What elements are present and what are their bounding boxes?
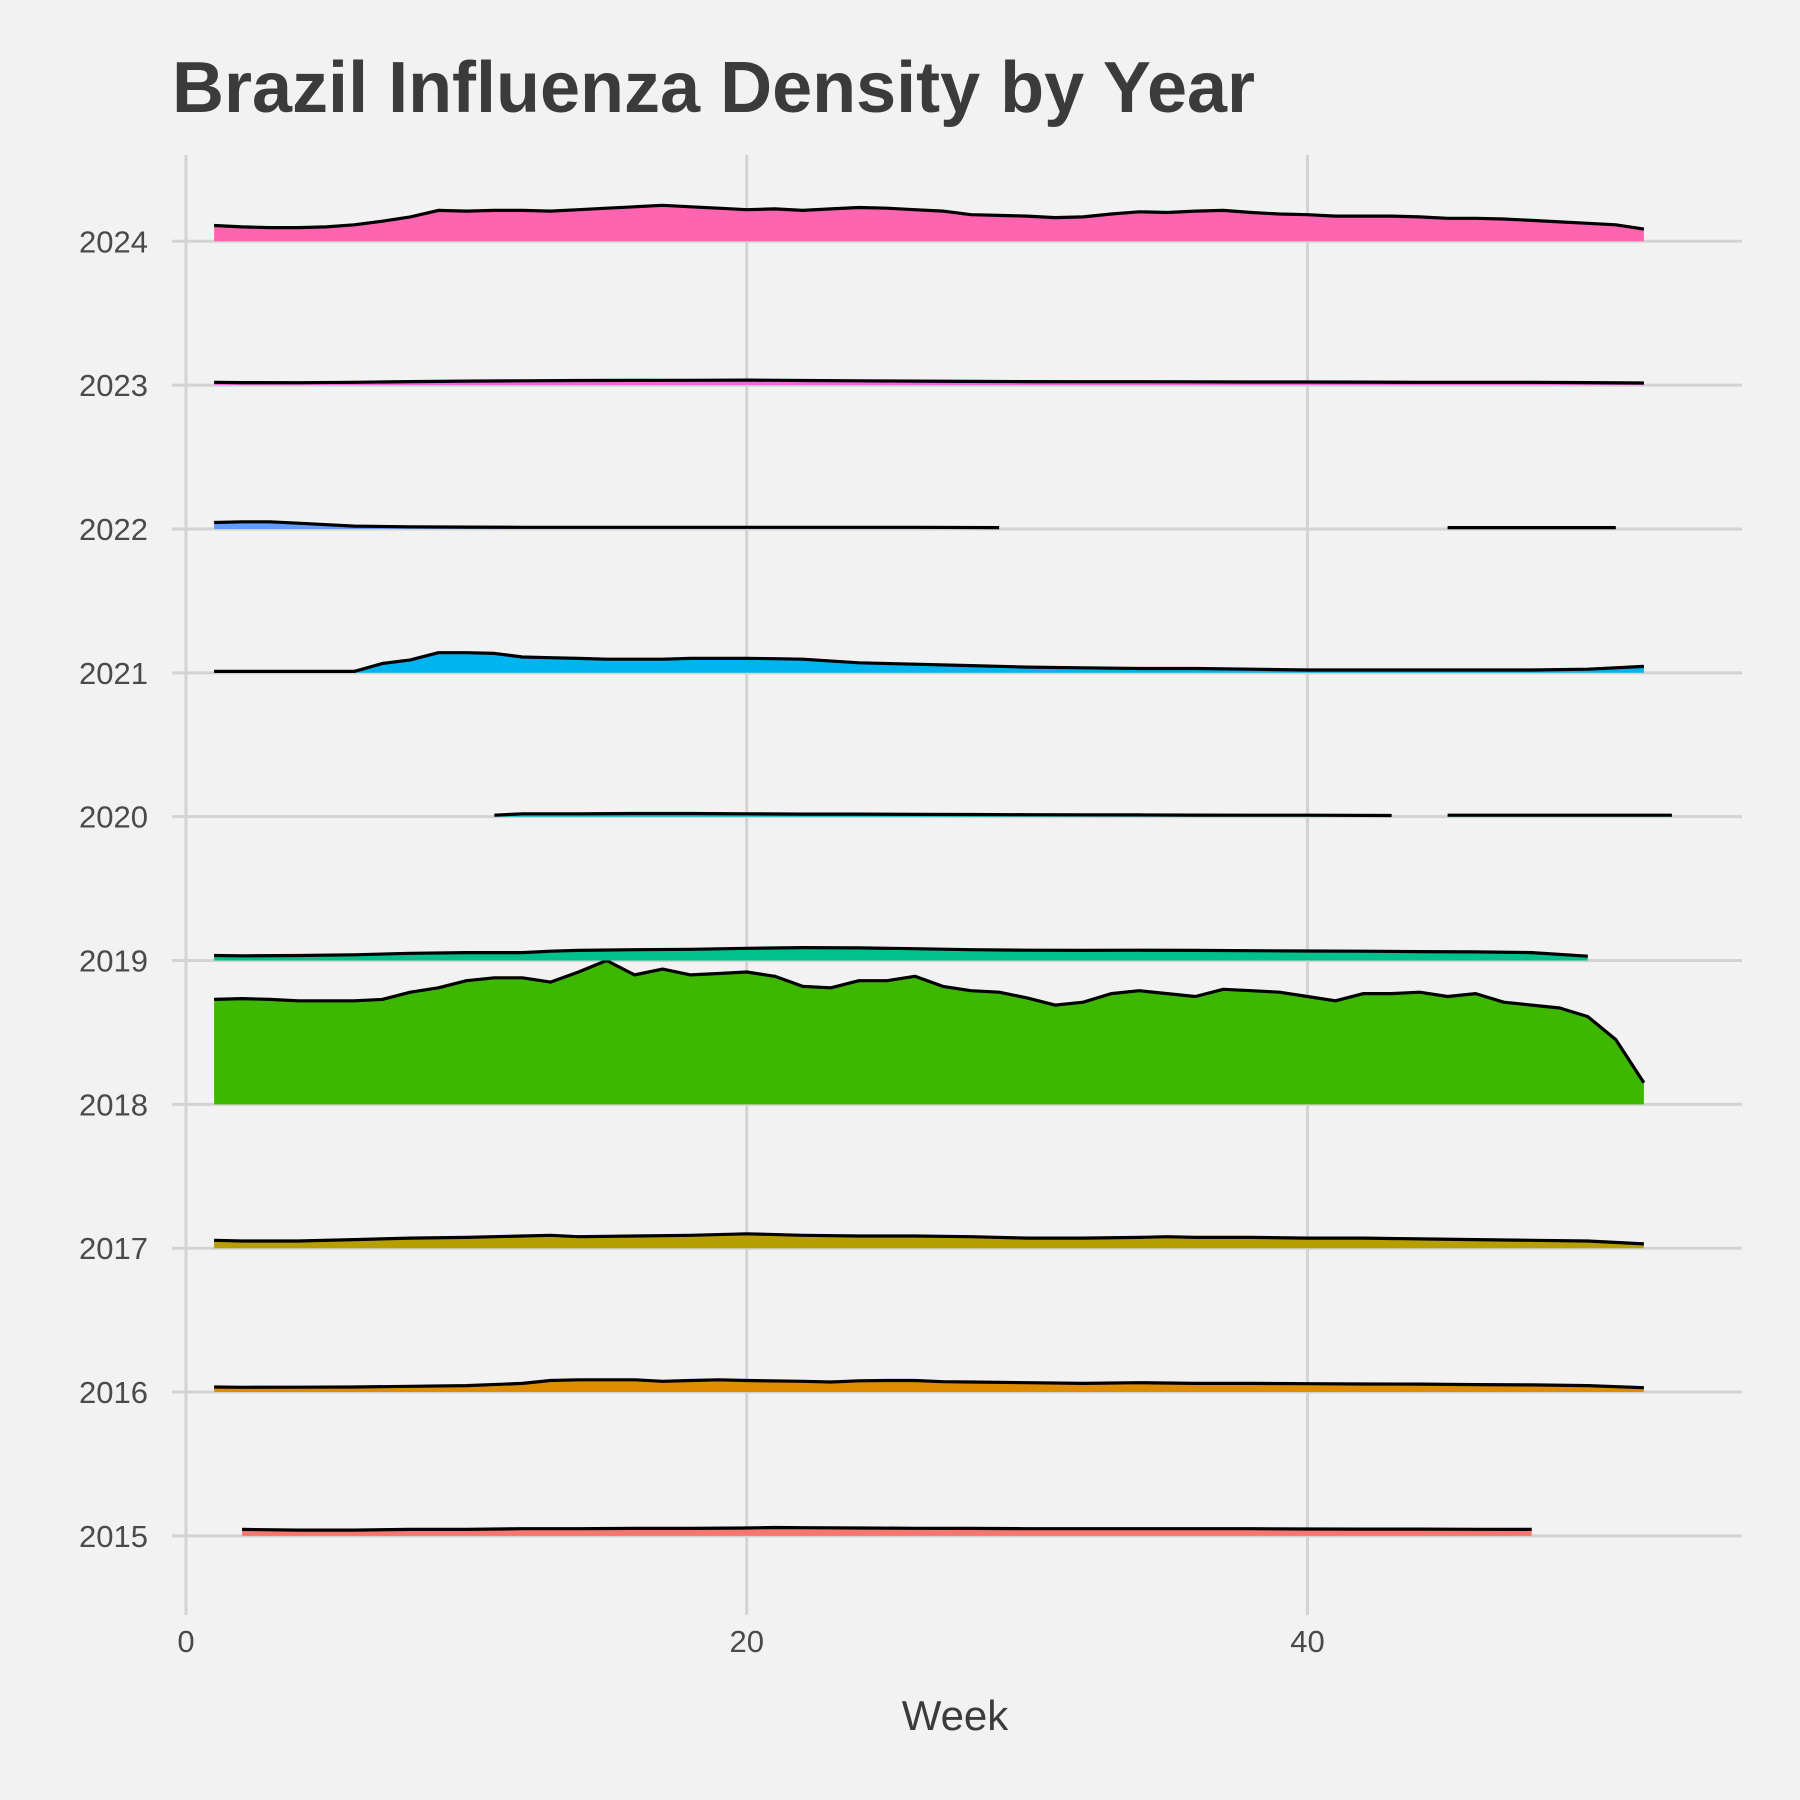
ridge-outline [214, 946, 1588, 958]
ridge-outline [214, 651, 1644, 673]
ridge-2018 [214, 958, 1646, 1105]
x-axis-ticks: 0 20 40 [177, 1624, 1324, 1659]
ridge-2020 [494, 811, 1672, 818]
ridge-outline [214, 1232, 1644, 1246]
ridge-2022 [214, 520, 1616, 530]
ridge-2016 [214, 1378, 1644, 1392]
ridge-area [214, 1379, 1644, 1392]
y-tick-label: 2020 [79, 800, 148, 835]
ridge-outline [214, 958, 1646, 1084]
y-tick-label: 2016 [79, 1375, 148, 1410]
y-tick-label: 2023 [79, 368, 148, 403]
ridge-area [214, 652, 1644, 673]
ridge-2017 [214, 1232, 1644, 1249]
ridge-outline [214, 1378, 1644, 1390]
ridge-outline [242, 1525, 1532, 1532]
x-axis-label: Week [902, 1692, 1010, 1739]
ridge-2015 [242, 1525, 1532, 1536]
x-tick-label: 0 [177, 1624, 194, 1659]
ridge-outline [214, 378, 1644, 385]
y-tick-label: 2021 [79, 656, 148, 691]
ridge-2023 [214, 378, 1644, 386]
ridges [214, 203, 1672, 1536]
y-tick-label: 2015 [79, 1519, 148, 1554]
ridge-2019 [214, 946, 1588, 961]
chart-title: Brazil Influenza Density by Year [172, 48, 1255, 128]
y-tick-label: 2022 [79, 512, 148, 547]
ridge-2024 [214, 203, 1645, 242]
y-tick-label: 2019 [79, 944, 148, 979]
ridge-outline [214, 203, 1645, 231]
ridge-area [214, 960, 1644, 1105]
ridge-outline [494, 811, 1392, 818]
y-tick-label: 2018 [79, 1087, 148, 1122]
y-axis-ticks: 2015 2016 2017 2018 2019 2020 2021 2022 2023 2024 [79, 224, 148, 1554]
y-tick-label: 2017 [79, 1231, 148, 1266]
x-tick-label: 20 [729, 1624, 763, 1659]
ridge-2021 [214, 651, 1644, 673]
y-tick-label: 2024 [79, 224, 148, 259]
x-tick-label: 40 [1290, 1624, 1324, 1659]
ridge-outline [214, 520, 1000, 530]
